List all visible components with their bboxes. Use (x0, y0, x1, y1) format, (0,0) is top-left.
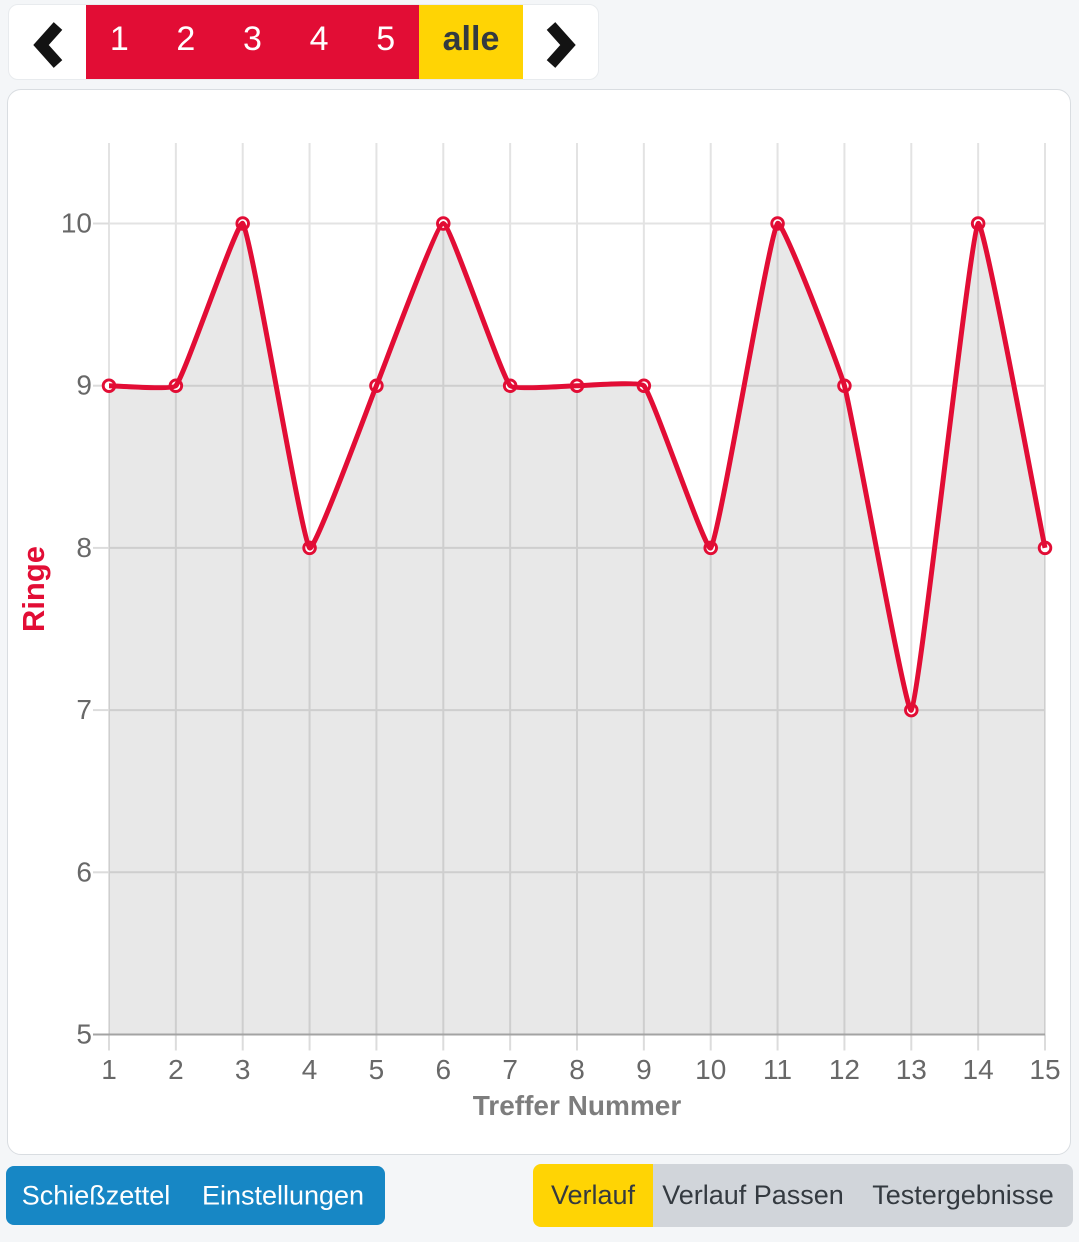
svg-text:2: 2 (168, 1054, 184, 1085)
svg-text:3: 3 (235, 1054, 251, 1085)
svg-text:Treffer Nummer: Treffer Nummer (473, 1090, 682, 1121)
svg-text:8: 8 (569, 1054, 585, 1085)
svg-text:1: 1 (101, 1054, 117, 1085)
svg-text:5: 5 (369, 1054, 385, 1085)
svg-text:4: 4 (302, 1054, 318, 1085)
svg-text:15: 15 (1029, 1054, 1060, 1085)
svg-text:5: 5 (76, 1019, 92, 1050)
svg-text:6: 6 (76, 856, 92, 887)
svg-text:13: 13 (896, 1054, 927, 1085)
svg-text:9: 9 (76, 370, 92, 401)
svg-text:10: 10 (695, 1054, 726, 1085)
svg-text:7: 7 (76, 694, 92, 725)
svg-text:11: 11 (763, 1054, 792, 1085)
svg-text:14: 14 (963, 1054, 994, 1085)
svg-text:10: 10 (61, 208, 92, 239)
svg-text:12: 12 (829, 1054, 860, 1085)
svg-text:9: 9 (636, 1054, 652, 1085)
svg-text:6: 6 (436, 1054, 452, 1085)
svg-text:7: 7 (502, 1054, 518, 1085)
svg-text:Ringe: Ringe (16, 546, 51, 632)
svg-text:8: 8 (76, 532, 92, 563)
